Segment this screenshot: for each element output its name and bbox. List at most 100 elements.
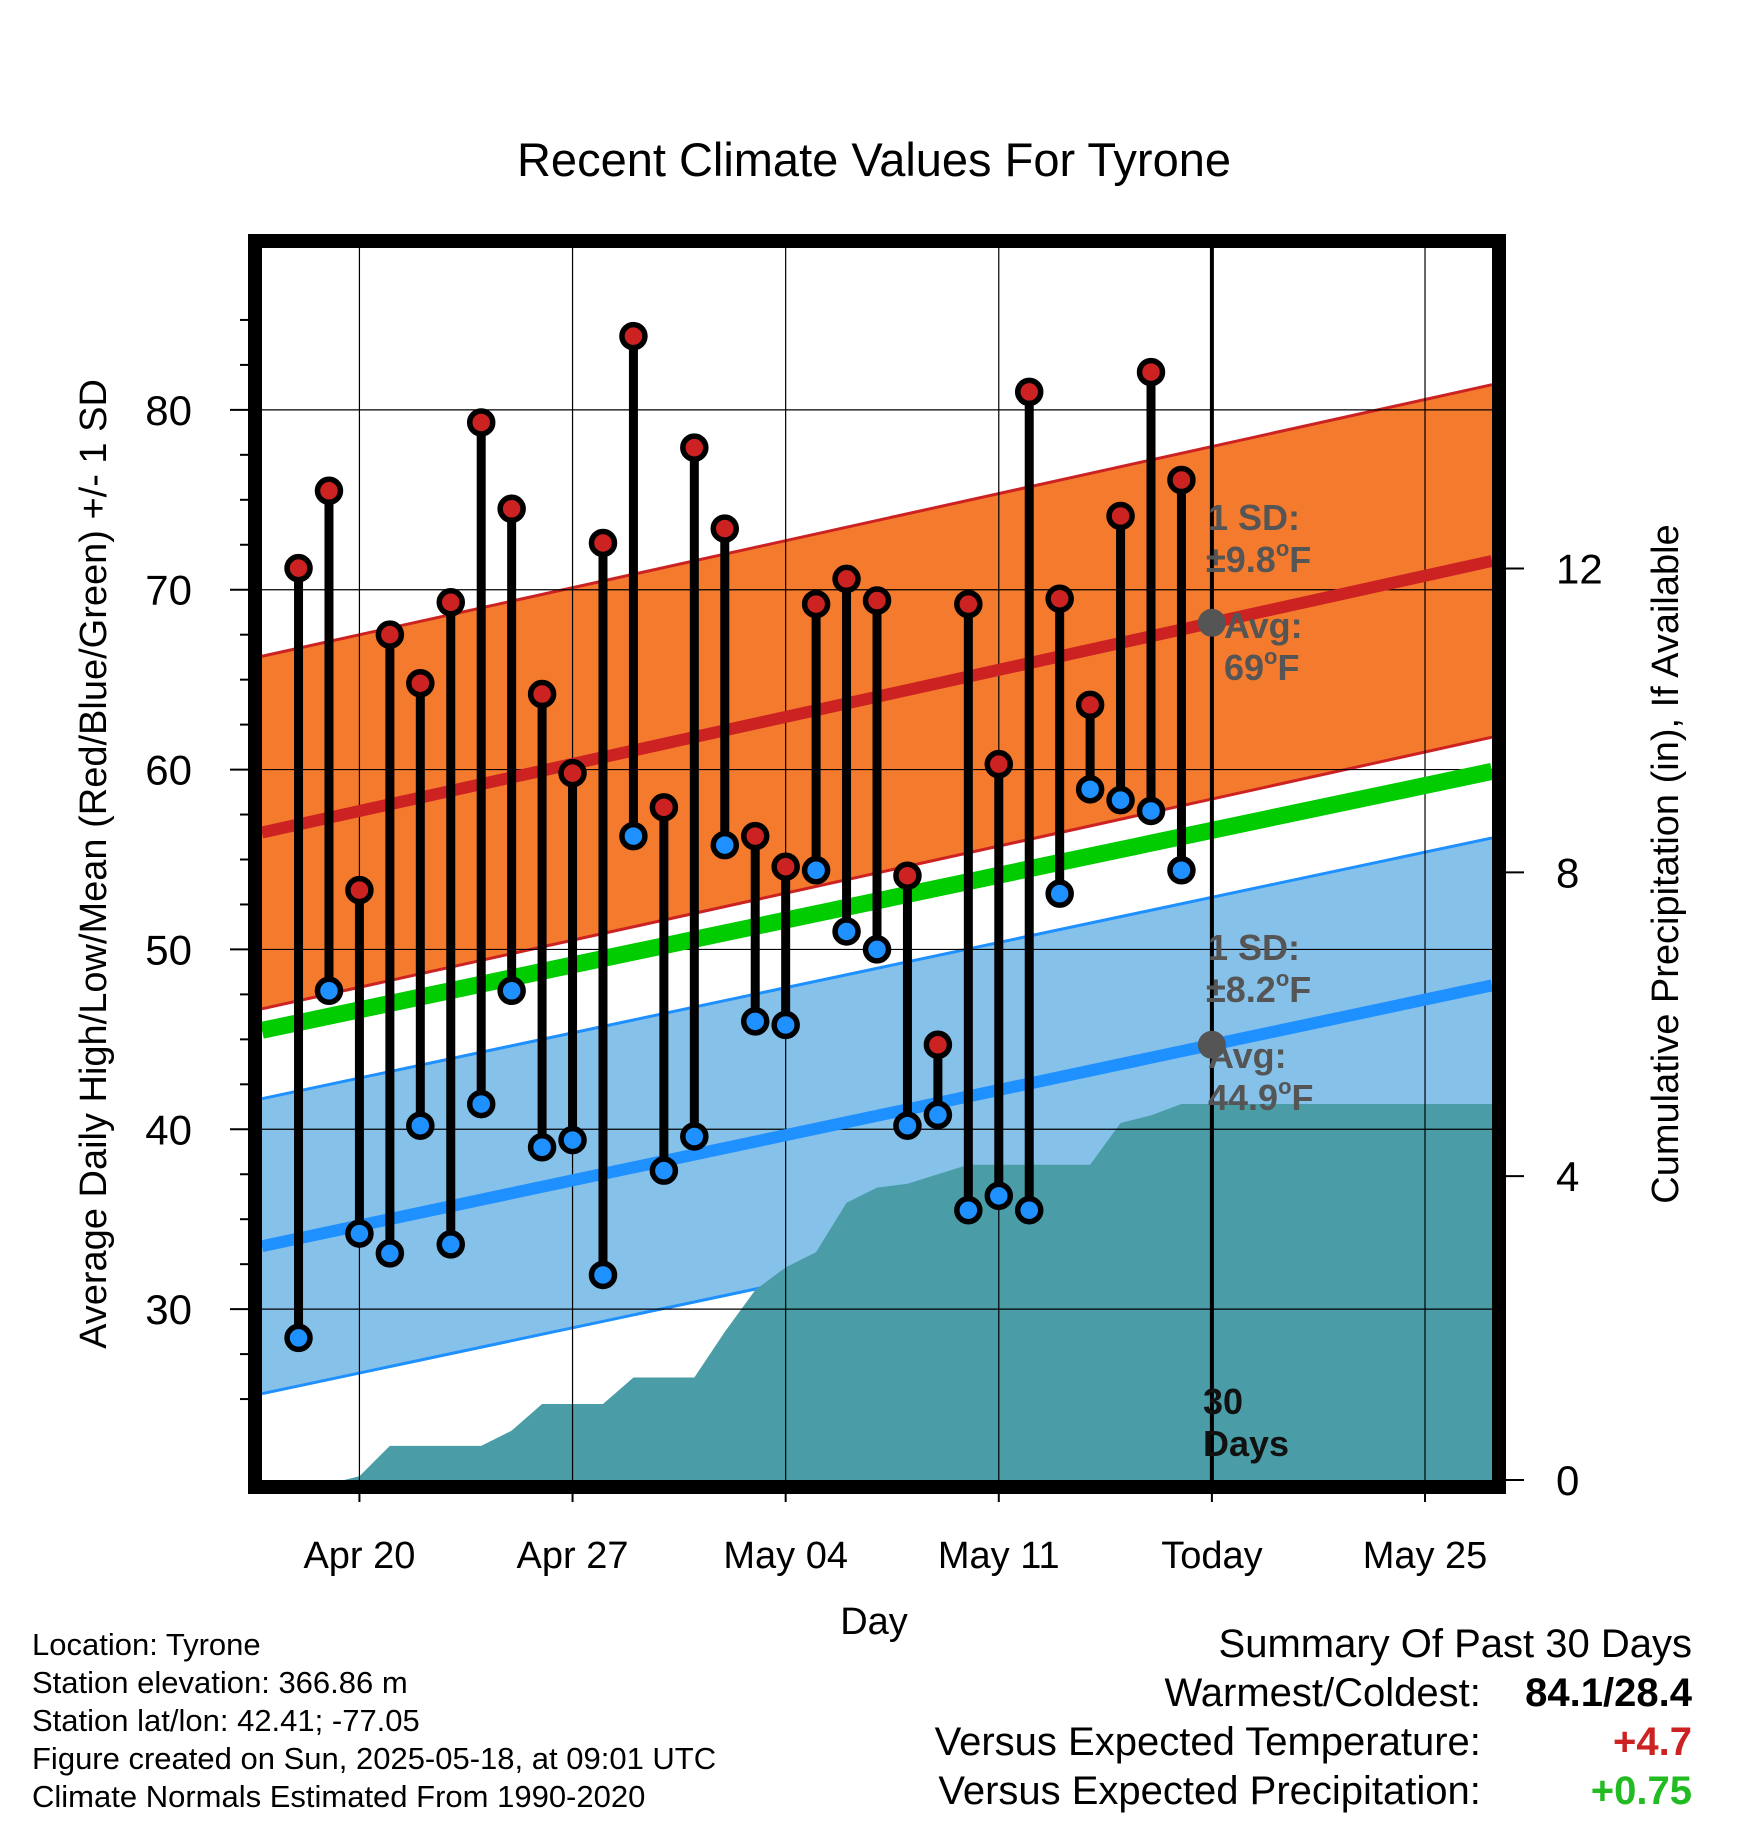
y-tick-label: 50 (145, 926, 192, 973)
daily-low-point (406, 1111, 435, 1140)
x-tick-label: Apr 20 (303, 1535, 415, 1577)
daily-low-point (680, 1122, 709, 1151)
daily-high-point (954, 589, 983, 619)
high-avg-label: Avg: (1224, 605, 1303, 646)
x-tick-label: May 11 (938, 1535, 1060, 1577)
normal-low-line (260, 979, 1494, 1253)
daily-low-point (1014, 1195, 1044, 1225)
plot-frame (248, 234, 1506, 1494)
daily-low-point (954, 1195, 983, 1225)
low-avg-value: 44.9oF (1208, 1074, 1314, 1118)
daily-high-point (406, 668, 435, 698)
daily-low-point (862, 935, 892, 964)
daily-low-point (558, 1125, 587, 1155)
y-tick-label: 60 (145, 747, 192, 794)
daily-low-point (923, 1100, 953, 1130)
days-label-number: 30 (1203, 1381, 1243, 1422)
x-tick-label: Today (1161, 1535, 1262, 1577)
low-sd-value: ±8.2oF (1206, 966, 1311, 1010)
daily-low-point (466, 1089, 496, 1119)
low-band-upper-edge (261, 836, 1493, 1101)
daily-high-point (284, 553, 313, 583)
x-axis-label: Day (840, 1601, 908, 1643)
high-avg-number: 69 (1224, 647, 1264, 688)
x-tick-label: May 25 (1363, 1535, 1488, 1577)
daily-low-point (1136, 796, 1166, 826)
days-label-word: Days (1203, 1423, 1289, 1464)
x-tick-label: Apr 27 (517, 1535, 629, 1577)
precip-label: Versus Expected Precipitation: (938, 1769, 1481, 1813)
summary-warm-cold: Warmest/Coldest: 84.1/28.4 (935, 1669, 1693, 1718)
normals-text: Climate Normals Estimated From 1990-2020 (32, 1779, 646, 1814)
precip-cumulative-area (277, 1104, 1492, 1480)
low-avg-marker (1197, 1030, 1226, 1059)
high-avg-marker (1197, 608, 1226, 637)
y2-tick-label: 0 (1556, 1457, 1579, 1504)
daily-low-point (588, 1260, 618, 1290)
daily-low-point (984, 1181, 1014, 1211)
high-band-upper-edge (261, 383, 1493, 658)
daily-high-point (710, 514, 740, 543)
daily-high-point (923, 1030, 953, 1060)
daily-high-point (680, 433, 709, 462)
y-tick-label: 80 (145, 387, 192, 434)
summary-precip: Versus Expected Precipitation: +0.75 (935, 1767, 1692, 1816)
daily-low-point (740, 1007, 770, 1036)
daily-high-point (1106, 501, 1135, 531)
daily-high-point (801, 589, 831, 619)
low-avg-label: Avg: (1208, 1035, 1287, 1076)
daily-low-point (649, 1156, 679, 1185)
daily-low-point (832, 917, 861, 946)
daily-low-point (1167, 856, 1196, 885)
precip-value: +0.75 (1590, 1769, 1692, 1813)
daily-high-point (619, 321, 648, 351)
high-sd-degree: o (1276, 536, 1289, 561)
daily-low-point (527, 1133, 557, 1162)
y2-tick-label: 4 (1556, 1153, 1579, 1200)
daily-high-point (497, 494, 526, 524)
daily-high-point (1075, 690, 1105, 720)
warm-cold-label: Warmest/Coldest: (1164, 1671, 1481, 1715)
y-axis-label-right: Cumulative Precipitation (in), If Availa… (1645, 524, 1687, 1203)
daily-high-point (1136, 357, 1166, 387)
low-sd-degree: o (1276, 966, 1289, 991)
station-info: Location: Tyrone Station elevation: 366.… (32, 1626, 716, 1816)
low-avg-unit: F (1292, 1077, 1314, 1118)
summary-panel: Summary Of Past 30 Days Warmest/Coldest:… (935, 1620, 1692, 1816)
chart-title: Recent Climate Values For Tyrone (517, 133, 1231, 186)
daily-high-point (527, 679, 557, 709)
location-text: Location: Tyrone (32, 1627, 261, 1662)
created-text: Figure created on Sun, 2025-05-18, at 09… (32, 1741, 717, 1776)
high-avg-degree: o (1264, 644, 1277, 669)
high-sd-unit: F (1289, 539, 1311, 580)
daily-high-point (588, 528, 618, 558)
temp-value: +4.7 (1613, 1720, 1692, 1764)
temp-label: Versus Expected Temperature: (934, 1720, 1481, 1764)
daily-low-point (801, 856, 831, 885)
daily-high-point (984, 749, 1014, 779)
daily-low-point (375, 1239, 405, 1268)
daily-low-point (619, 821, 648, 851)
y-tick-label: 30 (145, 1286, 192, 1333)
daily-high-point (740, 821, 770, 851)
daily-high-point (862, 586, 892, 615)
daily-high-point (375, 620, 405, 649)
daily-low-point (497, 976, 526, 1006)
daily-high-point (649, 793, 679, 822)
daily-high-point (1167, 465, 1196, 495)
y2-tick-label: 8 (1556, 849, 1579, 896)
high-sd-value: ±9.8oF (1206, 536, 1311, 580)
warm-cold-value: 84.1/28.4 (1525, 1671, 1692, 1715)
low-sd-unit: F (1289, 969, 1311, 1010)
daily-low-point (284, 1323, 313, 1353)
daily-high-point (893, 861, 922, 890)
y-axis-label-left: Average Daily High/Low/Mean (Red/Blue/Gr… (73, 379, 115, 1349)
daily-high-point (1014, 377, 1044, 407)
high-sd-label: 1 SD: (1208, 497, 1300, 538)
y-tick-label: 70 (145, 567, 192, 614)
elevation-text: Station elevation: 366.86 m (32, 1665, 408, 1700)
daily-high-point (558, 758, 587, 788)
daily-low-point (1045, 879, 1074, 908)
daily-low-point (345, 1219, 374, 1248)
